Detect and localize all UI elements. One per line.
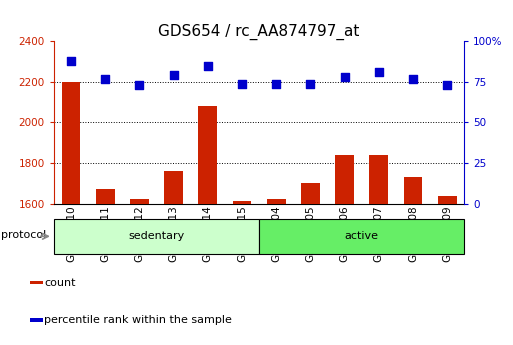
Bar xyxy=(335,155,354,204)
Bar xyxy=(164,171,183,204)
Bar xyxy=(62,82,81,204)
Bar xyxy=(96,189,114,204)
Point xyxy=(238,81,246,86)
Point xyxy=(341,74,349,80)
Point xyxy=(169,73,177,78)
Bar xyxy=(130,199,149,204)
Point xyxy=(374,69,383,75)
Point xyxy=(204,63,212,69)
Bar xyxy=(301,183,320,204)
Point xyxy=(67,58,75,63)
Bar xyxy=(267,199,286,204)
Point xyxy=(135,82,144,88)
Bar xyxy=(369,155,388,204)
Bar xyxy=(30,318,43,322)
Point xyxy=(443,82,451,88)
Bar xyxy=(404,177,422,204)
Text: percentile rank within the sample: percentile rank within the sample xyxy=(44,315,232,325)
Title: GDS654 / rc_AA874797_at: GDS654 / rc_AA874797_at xyxy=(159,24,360,40)
Text: protocol: protocol xyxy=(1,230,46,239)
Bar xyxy=(199,106,217,204)
Bar xyxy=(438,196,457,204)
Text: count: count xyxy=(44,278,76,288)
Text: sedentary: sedentary xyxy=(128,231,185,241)
Point xyxy=(101,76,109,81)
Bar xyxy=(30,281,43,285)
Text: active: active xyxy=(345,231,379,241)
Bar xyxy=(232,200,251,204)
Point xyxy=(306,81,314,86)
Point xyxy=(409,76,417,81)
Point xyxy=(272,81,280,86)
